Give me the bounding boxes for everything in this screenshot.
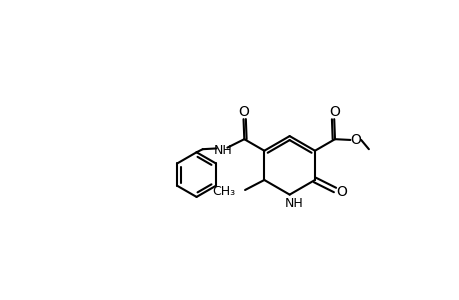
Text: O: O [238,105,248,119]
Text: O: O [336,184,347,199]
Text: CH₃: CH₃ [212,185,235,198]
Text: NH: NH [284,197,303,210]
Text: O: O [328,105,339,119]
Text: NH: NH [213,144,232,157]
Text: O: O [350,133,360,147]
